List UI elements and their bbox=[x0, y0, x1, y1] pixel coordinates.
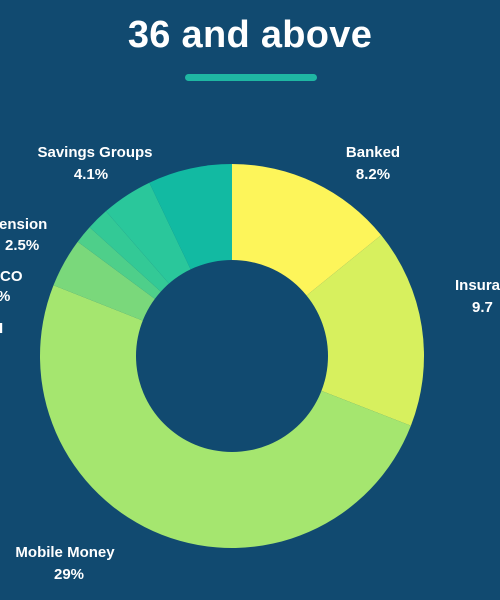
value-co: % bbox=[0, 288, 10, 305]
value-banked: 8.2% bbox=[356, 166, 390, 183]
value-insurance: 9.7 bbox=[472, 299, 493, 316]
label-co: CO bbox=[0, 268, 23, 285]
label-savings-groups: Savings Groups bbox=[37, 144, 152, 161]
donut-hole bbox=[136, 260, 328, 452]
title-underline bbox=[185, 74, 317, 81]
value-mobile-money: 29% bbox=[54, 566, 84, 583]
label-mobile-money: Mobile Money bbox=[15, 544, 115, 561]
label-insurance: Insura bbox=[455, 277, 500, 294]
chart-title: 36 and above bbox=[127, 14, 373, 56]
label-pension: ension bbox=[0, 216, 47, 233]
value-pension: 2.5% bbox=[5, 237, 39, 254]
donut-slice bbox=[232, 235, 424, 426]
label-i: I bbox=[0, 320, 3, 337]
value-savings-groups: 4.1% bbox=[74, 166, 108, 183]
label-banked: Banked bbox=[346, 144, 400, 161]
